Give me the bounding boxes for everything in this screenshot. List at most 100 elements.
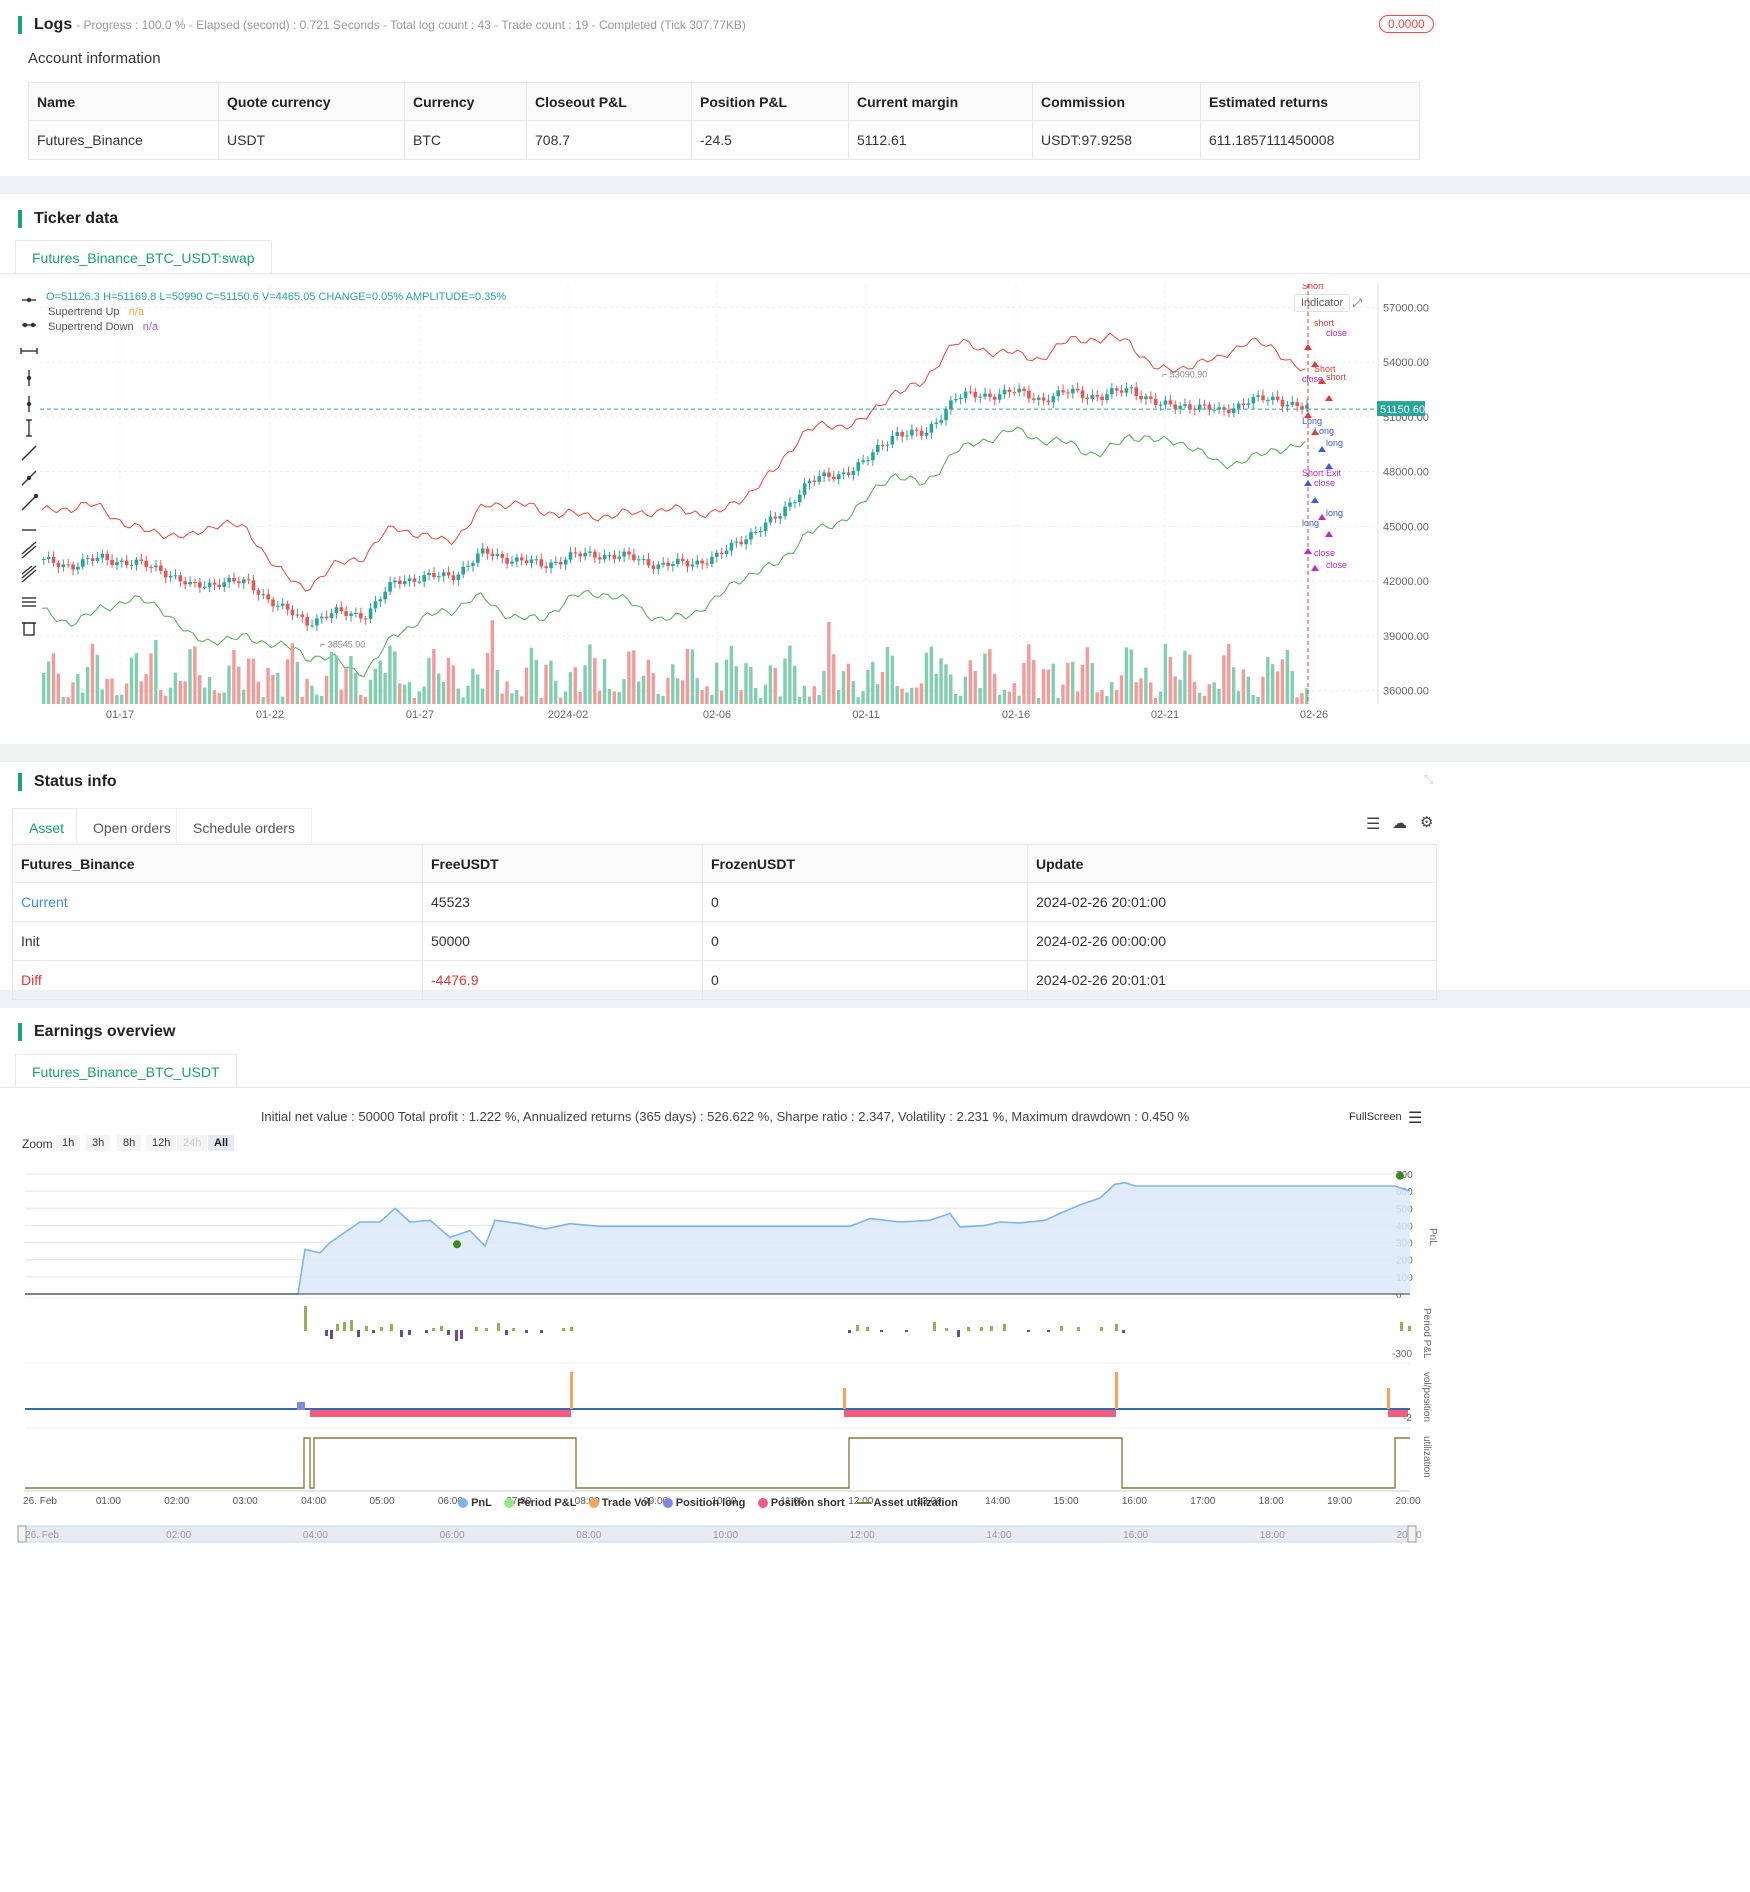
drawing-tools-icons[interactable]: [18, 290, 40, 650]
time-tick-label: 06:00: [438, 1496, 463, 1507]
candle-body: [973, 391, 978, 398]
volume-bar: [588, 644, 592, 704]
volume-bar: [583, 665, 587, 704]
earnings-summary: Initial net value : 50000 Total profit :…: [260, 1109, 1190, 1124]
volume-bar: [124, 683, 129, 704]
period-pnl-bar: [1027, 1330, 1030, 1332]
period-pnl-bar: [856, 1325, 859, 1331]
volume-bar: [222, 692, 226, 704]
volume-bar: [929, 646, 933, 704]
collapse-icon[interactable]: ⤡: [1424, 772, 1434, 786]
zoom-12h[interactable]: 12h: [146, 1135, 177, 1151]
candle-body: [890, 436, 895, 445]
candle-body: [924, 432, 929, 436]
candlestick-chart[interactable]: 57000.0054000.0051000.0048000.0045000.00…: [40, 284, 1432, 724]
period-pnl-bar: [1060, 1326, 1063, 1331]
candle-body: [485, 548, 490, 554]
cloud-icon[interactable]: ☁: [1392, 815, 1407, 832]
candle-body: [1061, 390, 1065, 393]
volume-bar: [524, 667, 529, 704]
volume-bar: [593, 658, 597, 704]
volume-bar: [719, 690, 724, 704]
trade-vol-bar: [570, 1372, 573, 1409]
volume-bar: [451, 665, 456, 704]
fullscreen-button[interactable]: FullScreen: [1349, 1111, 1402, 1123]
volume-bar: [149, 653, 153, 704]
account-col: Closeout P&L: [526, 82, 692, 121]
candle-body: [607, 554, 612, 556]
volume-bar: [256, 681, 260, 704]
candle-body: [198, 582, 202, 588]
position-short-bar: [844, 1410, 1116, 1417]
logs-badge[interactable]: 0.0000: [1379, 15, 1434, 33]
tab-ticker-symbol[interactable]: Futures_Binance_BTC_USDT:swap: [15, 240, 272, 274]
candle-body: [778, 516, 783, 519]
zoom-8h[interactable]: 8h: [117, 1135, 142, 1151]
candle-body: [149, 567, 153, 569]
volume-bar: [919, 683, 924, 704]
y-tick-label: 42000.00: [1383, 576, 1429, 588]
candle-body: [1051, 396, 1056, 403]
candle-body: [500, 554, 505, 558]
candle-body: [515, 557, 519, 562]
candle-body: [968, 391, 973, 393]
legend-pnl[interactable]: PnL: [458, 1497, 492, 1509]
x-tick-label: 01-22: [256, 709, 284, 721]
candle-body: [193, 582, 197, 584]
zoom-1h[interactable]: 1h: [56, 1135, 81, 1151]
candle-body: [56, 562, 61, 568]
table-row: Init 50000 0 2024-02-26 00:00:00: [12, 921, 1437, 961]
candle-body: [953, 398, 958, 401]
legend-position-long[interactable]: Position long: [662, 1497, 745, 1509]
candle-body: [1046, 400, 1051, 403]
candle-body: [246, 579, 251, 581]
zoom-24h[interactable]: 24h: [177, 1135, 208, 1151]
legend-position-short[interactable]: Position short: [757, 1497, 845, 1509]
tab-earnings-symbol[interactable]: Futures_Binance_BTC_USDT: [15, 1054, 237, 1088]
period-pnl-bar: [562, 1328, 565, 1331]
zoom-3h[interactable]: 3h: [86, 1135, 111, 1151]
legend-trade-vol[interactable]: Trade Vol: [588, 1497, 650, 1509]
logs-panel: Logs - Progress : 100.0 % - Elapsed (seco…: [0, 0, 1750, 176]
period-pnl-bar: [967, 1327, 970, 1331]
volume-bar: [544, 664, 548, 704]
legend-asset-utilization[interactable]: Asset utilization: [856, 1497, 958, 1509]
volume-bar: [402, 684, 407, 704]
tab-open-orders[interactable]: Open orders: [76, 808, 188, 846]
volume-bar: [671, 664, 675, 704]
list-icon[interactable]: ☰: [1366, 816, 1381, 833]
period-pnl-bar: [475, 1327, 478, 1331]
asset-row-label[interactable]: Current: [12, 882, 423, 922]
pnl-tick-label: 0: [1396, 1290, 1402, 1301]
volume-bar: [778, 696, 782, 704]
volume-bar: [1080, 664, 1085, 704]
time-tick-label: 19:00: [1327, 1496, 1352, 1507]
ticker-panel: Ticker data Futures_Binance_BTC_USDT:swa…: [0, 194, 1750, 744]
tab-asset[interactable]: Asset: [12, 808, 82, 846]
candle-body: [232, 578, 236, 582]
candle-body: [51, 556, 56, 563]
candle-body: [910, 429, 914, 436]
menu-icon[interactable]: ☰: [1408, 1110, 1423, 1127]
zoom-all[interactable]: All: [208, 1135, 235, 1151]
candle-body: [676, 558, 680, 564]
time-tick-label: 17:00: [1190, 1496, 1215, 1507]
volume-bar: [534, 659, 538, 704]
period-pnl-bar: [330, 1330, 333, 1339]
tab-schedule-orders[interactable]: Schedule orders: [176, 808, 312, 846]
period-pnl-bar: [485, 1328, 488, 1331]
candle-body: [183, 581, 188, 585]
axis-label-utilization: utilization: [1421, 1436, 1432, 1478]
volume-bar: [1046, 669, 1051, 704]
period-pnl-bar: [525, 1330, 528, 1333]
candle-body: [1139, 396, 1143, 400]
volume-bar: [300, 696, 304, 704]
legend-period-pnl[interactable]: Period P&L: [504, 1497, 576, 1509]
fullscreen-icon[interactable]: ⤢: [1352, 296, 1362, 310]
period-pnl-bar: [848, 1330, 851, 1333]
candle-body: [1110, 388, 1114, 395]
candle-body: [754, 531, 758, 533]
gear-icon[interactable]: ⚙: [1420, 814, 1434, 831]
candle-body: [944, 409, 948, 421]
